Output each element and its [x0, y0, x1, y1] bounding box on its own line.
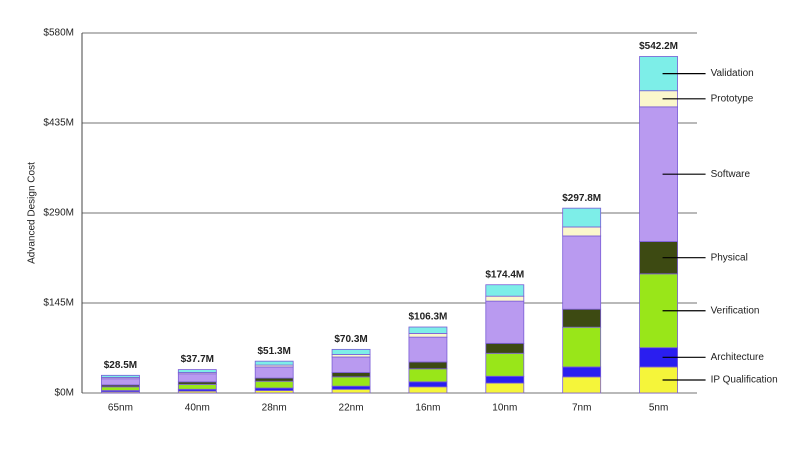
bar-segment: [254, 377, 294, 382]
bar-segment: [485, 382, 525, 394]
total-label: $28.5M: [104, 360, 137, 371]
bar-segment: [562, 226, 602, 237]
bar-segment: [331, 385, 371, 390]
bar-segment: [485, 300, 525, 344]
bar-segment: [408, 368, 448, 383]
bar-segment: [177, 369, 217, 373]
bar-segment: [101, 374, 140, 378]
bar-segment: [331, 348, 371, 355]
legend-label: Architecture: [711, 352, 765, 363]
legend-label: Validation: [711, 68, 754, 79]
x-tick-label: 22nm: [339, 403, 364, 414]
x-tick-label: 7nm: [572, 403, 591, 414]
total-label: $37.7M: [181, 354, 214, 365]
bar-segment: [408, 333, 448, 338]
bar-segment: [331, 356, 371, 373]
y-axis-label: Advanced Design Cost: [27, 162, 38, 264]
legend-label: Software: [711, 169, 751, 180]
bar-segment: [485, 375, 525, 384]
bar-segment: [562, 326, 602, 368]
x-tick-label: 10nm: [492, 403, 517, 414]
bar-segment: [408, 326, 448, 334]
bar-segment: [485, 342, 525, 354]
bar-segment: [408, 381, 448, 388]
bar-segment: [562, 207, 602, 228]
bar-segment: [177, 373, 217, 383]
bar-segment: [254, 380, 294, 389]
bar-segment: [408, 386, 448, 394]
bar-segment: [562, 366, 602, 378]
x-tick-label: 16nm: [415, 403, 440, 414]
bar-segment: [408, 336, 448, 363]
x-tick-label: 40nm: [185, 403, 210, 414]
bar-segment: [485, 352, 525, 377]
bar-segment: [101, 386, 140, 391]
x-tick-label: 65nm: [108, 403, 133, 414]
total-label: $297.8M: [562, 193, 601, 204]
y-tick-label: $290M: [43, 208, 74, 219]
bar-segment: [101, 378, 140, 386]
y-tick-label: $145M: [43, 298, 74, 309]
y-tick-label: $0M: [55, 388, 74, 399]
total-label: $51.3M: [258, 346, 291, 357]
bar-segment: [562, 235, 602, 310]
bar-segment: [562, 308, 602, 328]
bar-segment: [408, 361, 448, 370]
bar-segment: [254, 360, 294, 366]
bar-segment: [331, 376, 371, 387]
bar-segment: [562, 376, 602, 394]
y-tick-label: $435M: [43, 118, 74, 129]
legend-label: Physical: [711, 252, 748, 263]
total-label: $70.3M: [334, 334, 367, 345]
legend-label: Prototype: [711, 93, 754, 104]
bar-segment: [331, 372, 371, 378]
legend-label: IP Qualification: [711, 375, 778, 386]
bar-segment: [254, 366, 294, 379]
legend-label: Verification: [711, 305, 760, 316]
total-label: $106.3M: [408, 312, 447, 323]
bar-segment: [485, 284, 525, 297]
bar-segment: [485, 295, 525, 302]
x-tick-label: 28nm: [262, 403, 287, 414]
x-tick-label: 5nm: [649, 403, 668, 414]
bar-segment: [331, 388, 371, 394]
total-label: $542.2M: [639, 41, 678, 52]
bar-segment: [177, 383, 217, 390]
total-label: $174.4M: [485, 269, 524, 280]
y-tick-label: $580M: [43, 28, 74, 39]
